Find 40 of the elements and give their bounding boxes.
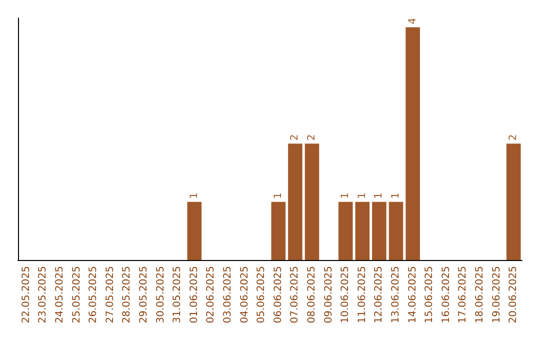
x-tick-label: 08.06.2025 [306,266,318,324]
x-tick-label: 29.05.2025 [138,266,150,324]
x-tick-label: 01.06.2025 [188,266,200,324]
x-tick-label: 03.06.2025 [222,266,234,324]
x-tick-label: 16.06.2025 [440,266,452,324]
x-tick-label: 22.05.2025 [20,266,32,324]
x-tick-label: 09.06.2025 [323,266,334,324]
data-label: 1 [340,192,352,199]
data-label: 2 [290,134,301,141]
x-tick-label: 06.06.2025 [272,266,284,324]
x-tick-label: 10.06.2025 [340,266,352,324]
x-tick-label: 23.05.2025 [38,266,49,324]
x-tick-label: 26.05.2025 [88,266,100,324]
data-label: 1 [188,192,200,199]
x-tick-label: 28.05.2025 [122,266,133,324]
x-tick-label: 20.06.2025 [508,266,520,324]
x-tick-label: 07.06.2025 [290,266,301,324]
x-tick-label: 14.06.2025 [407,266,418,324]
data-label: 1 [374,192,385,199]
x-tick-label: 18.06.2025 [474,266,486,324]
data-label: 2 [306,134,318,141]
x-tick-label: 02.06.2025 [206,266,217,324]
data-label: 1 [356,192,368,199]
x-tick-label: 12.06.2025 [374,266,385,324]
x-tick-label: 31.05.2025 [172,266,184,324]
data-label: 4 [407,18,418,24]
data-label: 1 [272,192,284,199]
data-label: 2 [508,134,520,141]
x-tick-label: 15.06.2025 [424,266,436,324]
x-tick-label: 11.06.2025 [356,266,368,324]
data-label: 1 [390,192,402,199]
x-tick-label: 05.06.2025 [256,266,268,324]
x-tick-label: 27.05.2025 [104,266,116,324]
x-tick-label: 30.05.2025 [155,266,166,324]
x-tick-label: 19.06.2025 [491,266,502,324]
x-tick-label: 04.06.2025 [239,266,250,324]
x-tick-label: 13.06.2025 [390,266,402,324]
x-tick-label: 17.06.2025 [458,266,469,324]
x-tick-label: 25.05.2025 [71,266,82,324]
x-tick-label: 24.05.2025 [54,266,66,324]
